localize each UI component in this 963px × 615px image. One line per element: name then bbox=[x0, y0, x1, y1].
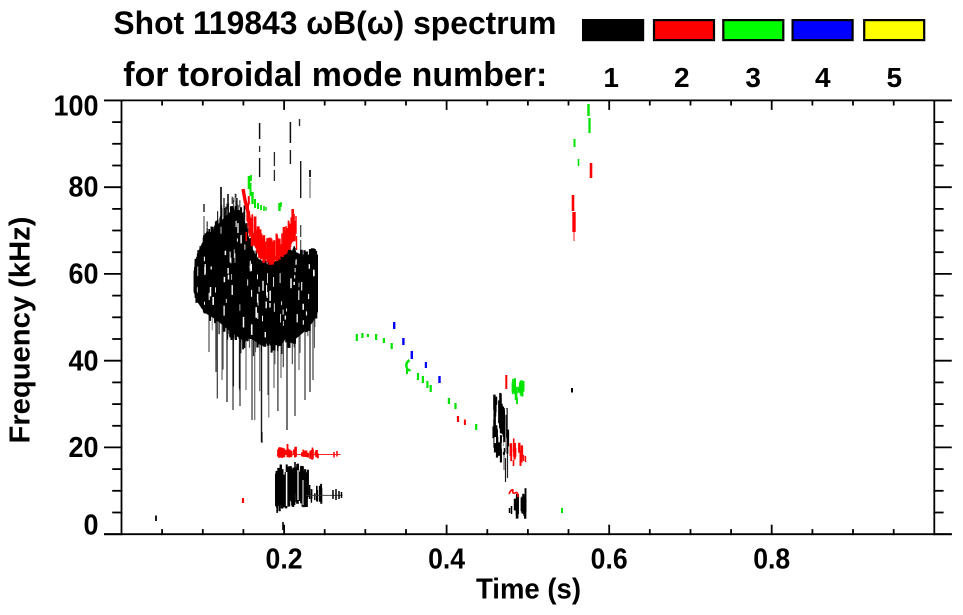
svg-text:Time (s): Time (s) bbox=[476, 574, 581, 606]
svg-text:for toroidal mode number:: for toroidal mode number: bbox=[123, 56, 547, 94]
svg-text:60: 60 bbox=[69, 259, 99, 291]
svg-text:0.6: 0.6 bbox=[591, 543, 628, 575]
svg-text:1: 1 bbox=[603, 62, 619, 93]
svg-text:0.2: 0.2 bbox=[266, 543, 303, 575]
svg-text:40: 40 bbox=[69, 345, 99, 377]
svg-text:3: 3 bbox=[745, 62, 761, 93]
svg-text:4: 4 bbox=[815, 62, 831, 93]
svg-text:80: 80 bbox=[69, 172, 99, 204]
svg-text:Frequency (kHz): Frequency (kHz) bbox=[5, 217, 37, 444]
svg-text:2: 2 bbox=[674, 62, 690, 93]
svg-text:5: 5 bbox=[887, 62, 903, 93]
svg-text:Shot 119843 ωB(ω) spectrum: Shot 119843 ωB(ω) spectrum bbox=[113, 5, 556, 41]
svg-text:0.4: 0.4 bbox=[428, 543, 465, 575]
svg-text:0: 0 bbox=[84, 510, 99, 542]
svg-text:0.8: 0.8 bbox=[753, 543, 790, 575]
svg-text:100: 100 bbox=[54, 91, 99, 123]
svg-text:20: 20 bbox=[69, 432, 99, 464]
